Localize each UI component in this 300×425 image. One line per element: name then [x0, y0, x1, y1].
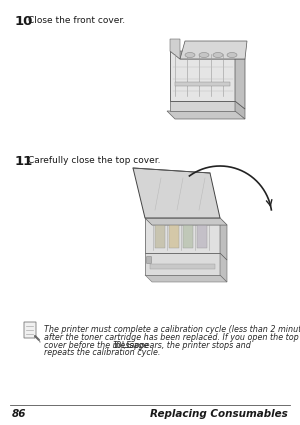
- Polygon shape: [170, 51, 235, 101]
- FancyBboxPatch shape: [175, 82, 230, 86]
- FancyBboxPatch shape: [150, 264, 215, 269]
- Text: 11: 11: [15, 155, 33, 168]
- Ellipse shape: [213, 53, 223, 57]
- Text: 10: 10: [15, 15, 33, 28]
- Text: appears, the printer stops and: appears, the printer stops and: [127, 340, 250, 350]
- Polygon shape: [145, 253, 220, 275]
- Text: 86: 86: [12, 409, 26, 419]
- Text: repeats the calibration cycle.: repeats the calibration cycle.: [44, 348, 160, 357]
- Text: Close the front cover.: Close the front cover.: [28, 15, 125, 25]
- Polygon shape: [235, 101, 245, 119]
- FancyBboxPatch shape: [197, 223, 207, 248]
- Polygon shape: [235, 51, 245, 109]
- Polygon shape: [133, 168, 220, 218]
- Polygon shape: [145, 218, 220, 253]
- Polygon shape: [145, 218, 227, 225]
- Polygon shape: [170, 39, 180, 59]
- Text: The printer must complete a calibration cycle (less than 2 minutes): The printer must complete a calibration …: [44, 325, 300, 334]
- Text: IDLE: IDLE: [112, 340, 132, 350]
- Text: Carefully close the top cover.: Carefully close the top cover.: [28, 156, 161, 164]
- Polygon shape: [34, 336, 36, 338]
- FancyBboxPatch shape: [169, 223, 179, 248]
- FancyBboxPatch shape: [155, 223, 165, 248]
- Polygon shape: [220, 253, 227, 282]
- FancyBboxPatch shape: [183, 223, 193, 248]
- Text: after the toner cartridge has been replaced. If you open the top: after the toner cartridge has been repla…: [44, 333, 299, 342]
- Ellipse shape: [227, 53, 237, 57]
- Ellipse shape: [199, 53, 209, 57]
- Text: cover before the message: cover before the message: [44, 340, 151, 350]
- Text: Replacing Consumables: Replacing Consumables: [150, 409, 288, 419]
- Polygon shape: [145, 218, 227, 225]
- FancyBboxPatch shape: [146, 257, 152, 264]
- Polygon shape: [170, 101, 235, 111]
- Polygon shape: [145, 275, 227, 282]
- Polygon shape: [170, 51, 245, 59]
- Polygon shape: [220, 218, 227, 260]
- Ellipse shape: [185, 53, 195, 57]
- Polygon shape: [167, 111, 245, 119]
- Polygon shape: [24, 322, 36, 338]
- Polygon shape: [180, 41, 247, 59]
